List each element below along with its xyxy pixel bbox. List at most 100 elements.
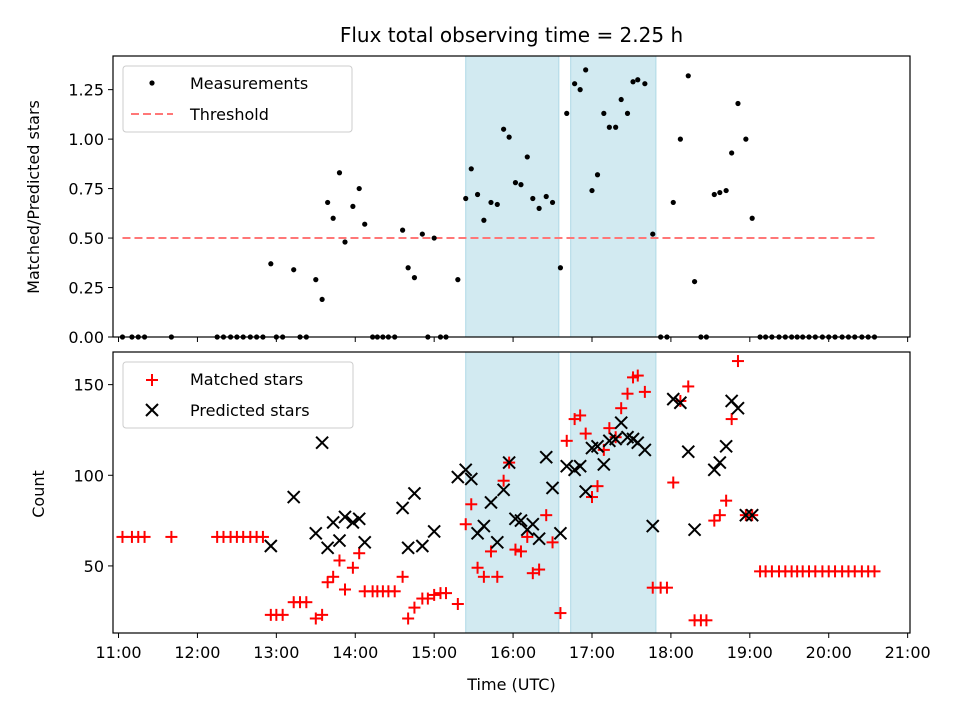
measurement-point [530, 195, 536, 202]
legend-label-matched: Matched stars [190, 370, 303, 389]
matched-stars-marker [138, 530, 151, 543]
predicted-stars-marker [352, 512, 366, 526]
predicted-stars-marker [745, 508, 759, 522]
x-tick-label: 14:00 [332, 643, 378, 662]
plot-frame [112, 55, 911, 338]
x-tick-label: 11:00 [95, 643, 141, 662]
x-tick-label: 13:00 [253, 643, 299, 662]
predicted-stars-marker [590, 439, 605, 453]
predicted-stars-marker [477, 519, 491, 533]
predicted-stars-marker [286, 490, 301, 504]
predicted-stars-marker [560, 459, 574, 473]
predicted-stars-marker [496, 483, 511, 497]
x-tick-label: 16:00 [490, 643, 536, 662]
measurement-point [635, 77, 641, 83]
predicted-stars-marker [687, 522, 702, 537]
predicted-stars-marker [731, 401, 745, 415]
measurement-point [572, 81, 578, 87]
y-tick-label: 0.25 [68, 279, 104, 298]
measurement-point [630, 79, 636, 85]
plot-frame [112, 351, 911, 634]
matched-stars-marker [526, 567, 539, 580]
matched-stars-marker [731, 355, 744, 368]
measurement-point [536, 205, 542, 211]
matched-stars-marker [603, 422, 616, 435]
measurement-point [501, 126, 507, 132]
measurement-point [362, 221, 368, 227]
measurement-point [468, 166, 474, 172]
measurement-point [557, 265, 564, 271]
shaded-interval [465, 55, 560, 338]
axes-top: 0.00 0.25 0.50 0.75 1.00 1.25 [68, 55, 911, 347]
predicted-stars-marker [427, 524, 441, 539]
legend-bottom: Matched stars Predicted stars [122, 361, 354, 429]
chart-title: Flux total observing time = 2.25 h [340, 23, 683, 47]
y-axis-label-top: Matched/Predicted stars [24, 100, 43, 294]
measurement-point [717, 189, 723, 196]
x-tick-label: 21:00 [885, 643, 931, 662]
predicted-stars-marker [484, 495, 498, 510]
measurement-point [670, 199, 676, 206]
predicted-stars-marker [578, 484, 593, 499]
measurement-point [691, 278, 698, 285]
matched-stars-marker [667, 476, 680, 489]
matched-stars-marker [868, 565, 881, 578]
measurement-point [618, 96, 624, 103]
measurement-point [506, 134, 512, 140]
predicted-stars-marker [401, 541, 415, 555]
measurement-point [749, 215, 755, 221]
matched-stars-marker [560, 434, 573, 447]
measurement-point [494, 201, 500, 208]
shaded-interval [570, 55, 657, 338]
measurement-point [685, 73, 691, 79]
predicted-stars-marker [309, 526, 323, 540]
predicted-stars-marker [739, 508, 753, 522]
matched-stars-marker [451, 597, 464, 610]
matched-stars-marker [708, 514, 721, 527]
x-tick-label: 15:00 [411, 643, 457, 662]
matched-stars-marker [353, 547, 366, 560]
matched-stars-marker [402, 612, 415, 625]
matched-stars-marker [408, 601, 421, 614]
matched-stars-marker [321, 576, 334, 589]
predicted-stars-marker [553, 526, 568, 540]
matched-stars-marker [165, 530, 178, 543]
shaded-interval [465, 351, 560, 634]
measurement-point [583, 67, 589, 73]
x-tick-label: 18:00 [648, 643, 694, 662]
matched-stars-marker [459, 518, 472, 531]
predicted-stars-marker [320, 541, 335, 555]
legend-label-threshold: Threshold [189, 105, 269, 124]
measurement-point [488, 199, 494, 206]
predicted-stars-marker [573, 459, 587, 473]
matched-stars-marker [631, 369, 644, 382]
y-axis-label-bottom: Count [29, 470, 48, 518]
matched-stars-marker [300, 596, 313, 609]
predicted-stars-marker [597, 457, 611, 472]
legend-marker-matched [146, 374, 158, 386]
measurement-point [606, 124, 612, 130]
predicted-stars-marker [719, 439, 733, 453]
legend-marker-measurements [149, 80, 155, 86]
measurement-point [350, 203, 356, 209]
legend-top: Measurements Threshold [122, 65, 353, 133]
measurement-point [411, 275, 418, 281]
matched-stars-marker [440, 587, 453, 600]
measurement-point [549, 199, 556, 206]
measurement-point [319, 296, 325, 303]
measurement-point [400, 227, 406, 233]
matched-stars-marker [533, 563, 546, 576]
y-tick-label: 100 [73, 466, 104, 485]
matched-stars-marker [521, 530, 534, 543]
matched-stars-marker [388, 585, 401, 598]
predicted-stars-marker [514, 513, 528, 528]
measurement-point [336, 170, 343, 176]
predicted-stars-marker [326, 515, 340, 530]
x-tick-label: 12:00 [174, 643, 220, 662]
matched-stars-marker [428, 588, 441, 601]
matched-stars-marker [421, 592, 434, 605]
measurement-point [481, 217, 487, 223]
y-tick-label: 1.00 [68, 130, 104, 149]
predicted-stars-marker [666, 392, 680, 406]
measurement-point [268, 261, 274, 267]
